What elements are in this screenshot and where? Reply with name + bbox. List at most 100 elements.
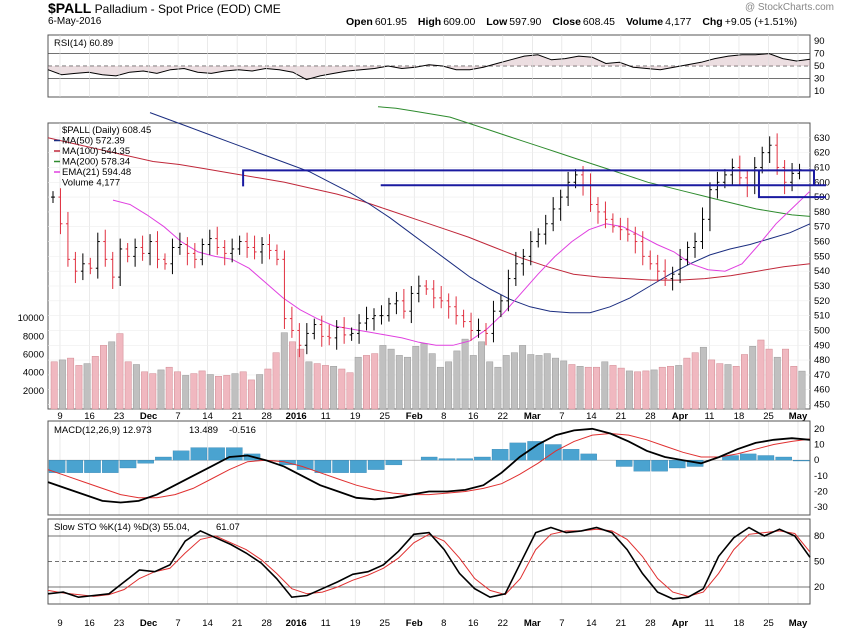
volume-bar (593, 366, 600, 410)
macd-histogram-bar (102, 460, 119, 473)
volume-bar (338, 368, 346, 410)
macd-histogram-bar (562, 449, 580, 461)
chg-value: +9.05 (+1.51%) (724, 16, 798, 28)
volume-bar (650, 369, 658, 410)
rsi-tick-label: 10 (814, 86, 825, 97)
volume-bar (675, 365, 683, 410)
volume-bar (354, 356, 362, 410)
volume-bar (798, 370, 806, 410)
volume-bar (782, 348, 789, 410)
x-tick-label: Dec (140, 411, 157, 422)
macd-histogram-bar (172, 450, 190, 461)
x-tick-label: 22 (498, 411, 509, 422)
macd-histogram-bar (420, 456, 438, 461)
sto-tick-label: 50 (814, 557, 825, 568)
low-label: Low (486, 16, 508, 28)
chart-date: 6-May-2016 (48, 16, 102, 27)
volume-bar (617, 367, 625, 410)
price-tick-label: 530 (814, 281, 830, 292)
price-tick-label: 560 (814, 237, 830, 248)
resistance-box-upper (242, 169, 815, 187)
price-tick-label: 570 (814, 222, 830, 233)
price-tick-label: 480 (814, 355, 830, 366)
volume-bar (724, 364, 732, 410)
x-tick-label: 28 (645, 411, 656, 422)
volume-bar (667, 366, 674, 410)
volume-bar (634, 371, 642, 410)
ma50-line (149, 112, 811, 314)
macd-tick-label: -30 (814, 502, 828, 513)
x-tick-label: 11 (705, 411, 715, 422)
close-label: Close (552, 16, 581, 28)
price-tick-label: 630 (814, 133, 830, 144)
macd-legend-item: -0.516 (229, 425, 256, 436)
macd-histogram-bar (438, 458, 456, 461)
rsi-line (47, 53, 811, 81)
volume-tick-label: 4000 (23, 368, 44, 379)
x-tick-label: May (789, 411, 808, 422)
x-tick-label-bottom: 8 (441, 618, 446, 629)
x-tick-label: 16 (468, 411, 479, 422)
price-tick-label: 580 (814, 207, 830, 218)
price-tick-label: 490 (814, 340, 830, 351)
x-tick-label-bottom: 22 (498, 618, 509, 629)
x-tick-label-bottom: 7 (559, 618, 564, 629)
volume-bar (124, 361, 132, 410)
x-tick-label-bottom: Feb (406, 618, 423, 629)
volume-bar (642, 370, 650, 410)
volume-bar (773, 356, 781, 410)
macd-histogram-bar (66, 460, 84, 473)
volume-bar (108, 341, 116, 410)
volume-bar (313, 363, 321, 410)
x-tick-label: 25 (763, 411, 774, 422)
macd-histogram-bar (208, 447, 225, 461)
volume-bar (198, 370, 206, 410)
open-label: Open (346, 16, 373, 28)
volume-bar (543, 353, 551, 410)
volume-bar (552, 357, 559, 410)
volume-bar (174, 371, 181, 410)
macd-histogram-bar (739, 453, 757, 461)
x-tick-label-bottom: Apr (672, 618, 689, 629)
volume-bar (346, 372, 354, 410)
macd-histogram-bar (757, 455, 775, 461)
volume-bar (601, 361, 609, 410)
macd-tick-label: -10 (814, 471, 828, 482)
x-tick-label-bottom: 9 (57, 618, 62, 629)
macd-histogram-bar (580, 453, 597, 461)
volume-bar (428, 353, 436, 410)
volume-bar (510, 352, 518, 410)
high-label: High (417, 16, 442, 28)
volume-bar (609, 365, 617, 410)
macd-histogram-bar (651, 460, 668, 472)
macd-signal-line (47, 432, 811, 499)
ohlc-readout: Open 601.95 High 609.00 Low 597.90 Close 608… (346, 16, 805, 28)
volume-bar (658, 366, 666, 410)
rsi-tick-label: 70 (814, 49, 825, 60)
volume-bar (436, 366, 444, 410)
volume-bar (157, 369, 165, 410)
close-value: 608.45 (582, 16, 616, 28)
volume-bar (231, 373, 239, 410)
volume-bar (182, 375, 190, 410)
x-tick-label: 14 (202, 411, 213, 422)
volume-bar (691, 352, 699, 410)
macd-tick-label: 0 (814, 455, 819, 466)
x-tick-label: 28 (261, 411, 272, 422)
volume-bar (404, 356, 411, 410)
volume-bar (486, 361, 494, 410)
exchange: CME (254, 2, 281, 16)
instrument-name: Palladium - Spot Price (EOD) (94, 2, 251, 16)
x-tick-label: 2016 (286, 411, 307, 422)
macd-histogram-bar (137, 460, 154, 464)
volume-bar (116, 333, 124, 410)
volume-label: Volume (625, 16, 664, 28)
volume-bar (256, 374, 264, 410)
x-tick-label: 8 (441, 411, 446, 422)
resistance-box-lower (757, 170, 826, 199)
volume-bar (141, 371, 149, 410)
volume-bar (757, 339, 765, 410)
x-tick-label-bottom: 16 (84, 618, 95, 629)
volume-bar (223, 375, 231, 410)
price-tick-label: 500 (814, 325, 830, 336)
